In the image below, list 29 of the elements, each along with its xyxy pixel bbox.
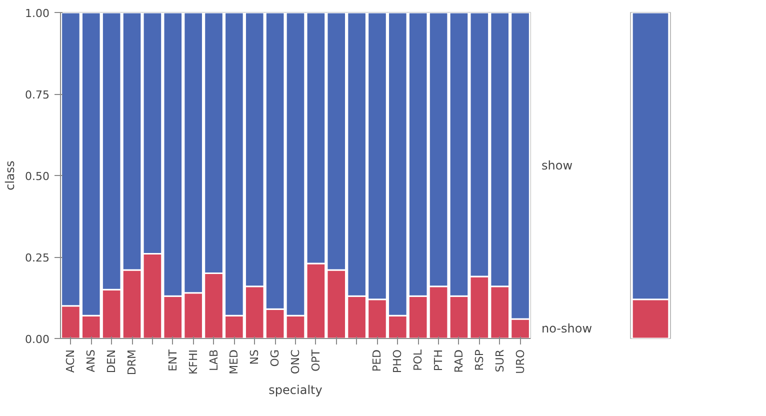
y-axis-title: class bbox=[3, 160, 18, 190]
y-tick-label: 1.00 bbox=[25, 7, 50, 20]
x-tick-label: SUR bbox=[493, 349, 506, 372]
x-tick-label: URO bbox=[514, 349, 527, 374]
x-tick-label: RSP bbox=[472, 349, 486, 371]
x-tick-label: KFHI bbox=[186, 349, 200, 375]
x-tick-label: POL bbox=[412, 348, 425, 371]
x-tick-label: DRM bbox=[126, 349, 139, 376]
y-tick-label: 0.50 bbox=[25, 170, 50, 183]
y-tick-label: 0.00 bbox=[25, 333, 50, 346]
x-tick-label: MED bbox=[228, 349, 241, 374]
x-tick-label: ACN bbox=[64, 349, 78, 373]
x-tick-label: LAB bbox=[207, 350, 220, 371]
x-tick-label: ANS bbox=[84, 349, 98, 372]
series-label: show bbox=[542, 158, 573, 173]
x-tick-label: NS bbox=[248, 349, 262, 365]
x-axis-title: specialty bbox=[268, 383, 322, 398]
series-label: no-show bbox=[542, 322, 592, 336]
x-tick-label: PED bbox=[370, 349, 384, 372]
x-tick-label: RAD bbox=[452, 349, 466, 373]
x-tick-label: OPT bbox=[309, 349, 322, 372]
x-tick-label: ONC bbox=[289, 349, 302, 374]
y-tick-label: 0.75 bbox=[25, 88, 50, 102]
x-tick-label: PTH bbox=[432, 350, 446, 372]
y-tick-label: 0.25 bbox=[25, 252, 50, 264]
x-tick-label: ENT bbox=[166, 349, 180, 372]
x-tick-label: DEN bbox=[105, 349, 118, 374]
x-tick-label: PHO bbox=[391, 349, 404, 374]
x-tick-label: OG bbox=[268, 349, 282, 367]
